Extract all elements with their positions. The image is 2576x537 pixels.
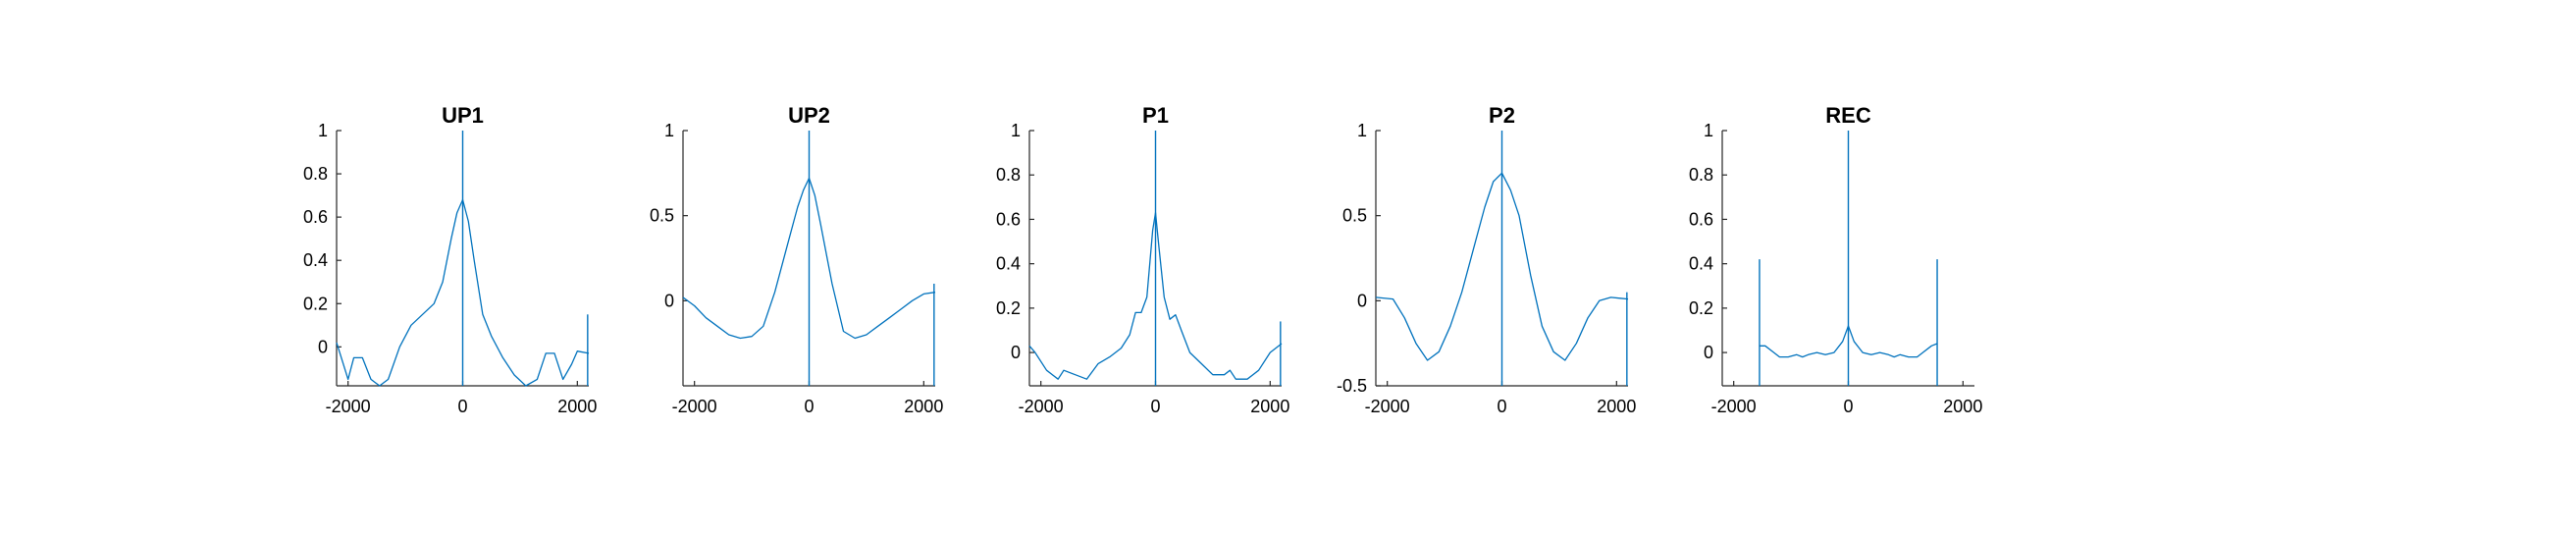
x-tick-label: -2000	[326, 397, 371, 416]
y-tick-label: 0.6	[303, 207, 328, 227]
panel-p2: -0.5 0 0.5 1 -2000 0 2000 P2	[1337, 103, 1636, 416]
y-tick-label: 0.8	[996, 165, 1021, 185]
x-tick-label: 2000	[1943, 397, 1982, 416]
panel-p1: 0 0.2 0.4 0.6 0.8 1 -2000 0 2000 P1	[996, 103, 1289, 416]
x-tick-label: -2000	[1019, 397, 1064, 416]
x-tick-label: -2000	[1711, 397, 1757, 416]
panel-up2: 0 0.5 1 -2000 0 2000 UP2	[650, 103, 943, 416]
x-tick-label: 0	[457, 397, 467, 416]
y-tick-label: 1	[1357, 121, 1367, 140]
y-tick-label: 0.4	[1689, 254, 1713, 274]
y-tick-label: 0.6	[996, 209, 1021, 229]
y-tick-label: 0.2	[303, 294, 328, 313]
x-tick-label: 0	[1150, 397, 1160, 416]
x-tick-label: 0	[1843, 397, 1853, 416]
y-tick-label: 0	[1357, 291, 1367, 310]
y-tick-label: 1	[1011, 121, 1021, 140]
y-tick-label: 1	[664, 121, 674, 140]
x-tick-label: 0	[1497, 397, 1506, 416]
y-tick-label: -0.5	[1337, 376, 1367, 396]
panel-title: P2	[1489, 103, 1515, 128]
x-tick-label: -2000	[1365, 397, 1410, 416]
panel-up1: 0 0.2 0.4 0.6 0.8 1 -2000 0 2000 UP1	[303, 103, 597, 416]
x-tick-label: 2000	[1597, 397, 1636, 416]
y-tick-label: 0.4	[303, 250, 328, 270]
y-tick-label: 0	[318, 337, 328, 356]
y-tick-label: 0.4	[996, 254, 1021, 274]
panel-rec: 0 0.2 0.4 0.6 0.8 1 -2000 0 2000 REC	[1689, 103, 1982, 416]
y-tick-label: 0.5	[1342, 206, 1367, 226]
y-tick-label: 0.8	[303, 164, 328, 184]
panel-title: UP2	[788, 103, 830, 128]
x-tick-label: 2000	[557, 397, 597, 416]
x-tick-label: 0	[804, 397, 814, 416]
y-tick-label: 0	[664, 291, 674, 310]
y-tick-label: 0.6	[1689, 209, 1713, 229]
x-tick-label: 2000	[1250, 397, 1289, 416]
x-tick-label: 2000	[904, 397, 943, 416]
y-tick-label: 1	[318, 121, 328, 140]
x-tick-label: -2000	[672, 397, 717, 416]
panel-title: UP1	[442, 103, 484, 128]
y-tick-label: 0.2	[1689, 298, 1713, 318]
y-tick-label: 0.5	[650, 206, 674, 226]
y-tick-label: 1	[1704, 121, 1713, 140]
y-tick-label: 0.2	[996, 298, 1021, 318]
panel-title: REC	[1825, 103, 1871, 128]
y-tick-label: 0	[1011, 343, 1021, 362]
panel-title: P1	[1142, 103, 1169, 128]
y-tick-label: 0	[1704, 343, 1713, 362]
y-tick-label: 0.8	[1689, 165, 1713, 185]
